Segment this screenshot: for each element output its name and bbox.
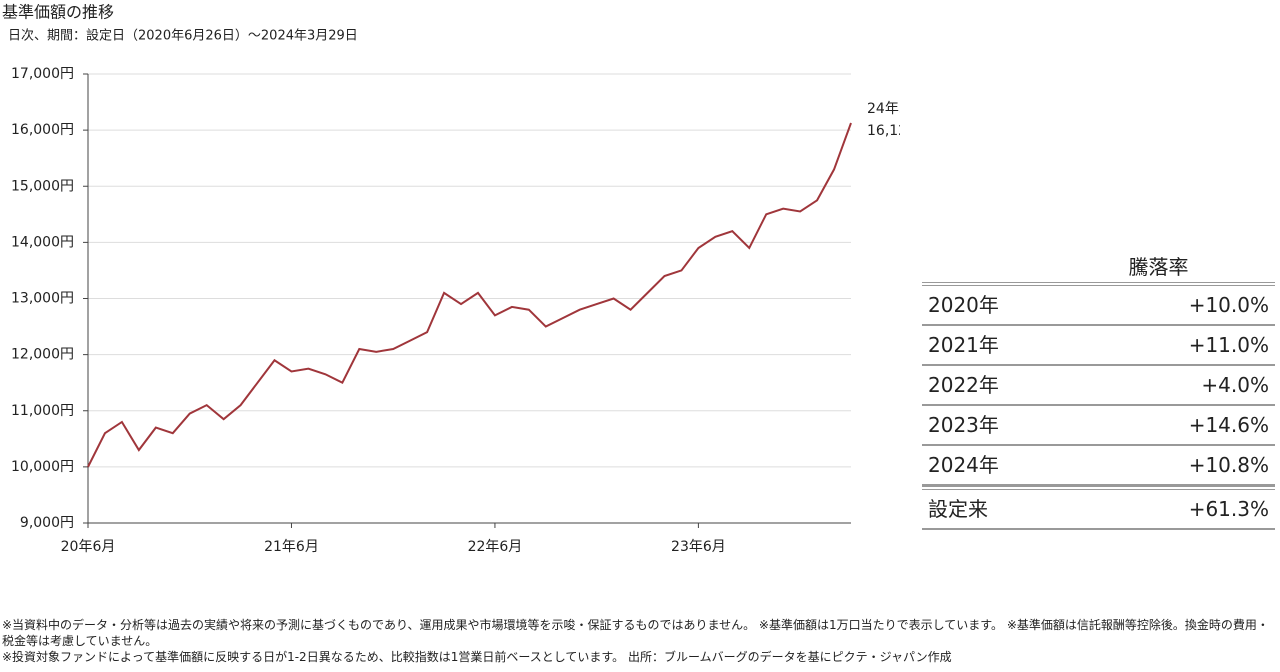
y-tick-label: 9,000円 bbox=[20, 515, 74, 531]
return-value: +10.0% bbox=[1188, 293, 1269, 317]
table-row: 2020年 +10.0% bbox=[922, 282, 1275, 326]
table-row: 2021年 +11.0% bbox=[922, 326, 1275, 366]
x-tick-label: 20年6月 bbox=[61, 539, 116, 555]
y-tick-label: 12,000円 bbox=[11, 347, 74, 363]
return-value: +11.0% bbox=[1188, 333, 1269, 357]
return-value: +14.6% bbox=[1188, 413, 1269, 437]
chart-subtitle: 日次、期間：設定日（2020年6月26日）～2024年3月29日 bbox=[8, 28, 358, 44]
y-tick-label: 14,000円 bbox=[11, 234, 74, 250]
table-title: 騰落率 bbox=[1128, 255, 1189, 279]
x-tick-label: 23年6月 bbox=[671, 539, 726, 555]
return-value: +61.3% bbox=[1188, 497, 1269, 521]
y-tick-label: 15,000円 bbox=[11, 178, 74, 194]
period: 2024年 bbox=[928, 453, 999, 477]
y-tick-label: 16,000円 bbox=[11, 122, 74, 138]
x-tick-label: 22年6月 bbox=[468, 539, 523, 555]
period: 2021年 bbox=[928, 333, 999, 357]
footnote: ※投資対象ファンドによって基準価額に反映する日が1-2日異なるため、比較指数は1… bbox=[2, 650, 952, 664]
line-series bbox=[87, 122, 852, 468]
return-table: 騰落率 2020年 +10.0% 2021年 +11.0% 2022年 +4.0% 2023… bbox=[922, 252, 1275, 530]
period: 2020年 bbox=[928, 293, 999, 317]
y-tick-label: 13,000円 bbox=[11, 291, 74, 307]
chart: 基準価額の推移 日次、期間：設定日（2020年6月26日）～2024年3月29日… bbox=[2, 3, 900, 556]
x-tick-label: 21年6月 bbox=[264, 539, 319, 555]
y-tick-label: 10,000円 bbox=[11, 459, 74, 475]
chart-title: 基準価額の推移 bbox=[2, 3, 114, 22]
period: 設定来 bbox=[928, 497, 988, 521]
table-row: 2023年 +14.6% bbox=[922, 406, 1275, 446]
footnotes: ※当資料中のデータ・分析等は過去の実績や将来の予測に基づくものであり、運用成果や… bbox=[2, 617, 1277, 665]
annotation: 24年3月29日 bbox=[867, 101, 900, 117]
y-tick-label: 11,000円 bbox=[11, 403, 74, 419]
period: 2022年 bbox=[928, 373, 999, 397]
return-value: +10.8% bbox=[1188, 453, 1269, 477]
table-row: 2024年 +10.8% bbox=[922, 446, 1275, 486]
y-tick-label: 17,000円 bbox=[11, 66, 74, 82]
table-row: 設定来 +61.3% bbox=[922, 486, 1275, 530]
footnote: ※当資料中のデータ・分析等は過去の実績や将来の予測に基づくものであり、運用成果や… bbox=[2, 618, 1269, 648]
return-value: +4.0% bbox=[1201, 373, 1269, 397]
table-row: 2022年 +4.0% bbox=[922, 366, 1275, 406]
value-label: 16,127円 bbox=[867, 123, 900, 139]
period: 2023年 bbox=[928, 413, 999, 437]
